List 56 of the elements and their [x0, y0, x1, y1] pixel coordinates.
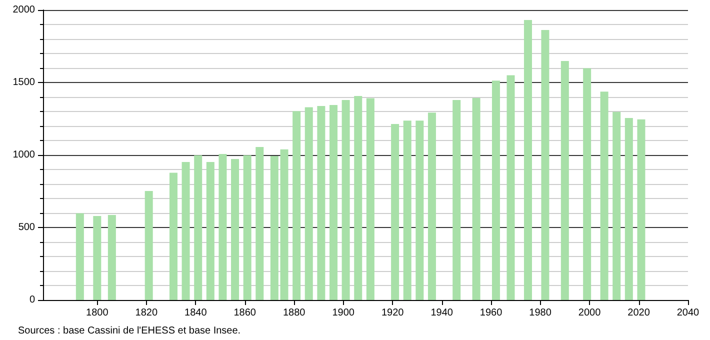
- bar: [403, 120, 412, 300]
- x-tick-label: 1920: [381, 308, 404, 318]
- bar: [206, 162, 214, 300]
- bar: [624, 118, 633, 300]
- bar: [108, 215, 116, 300]
- x-tick-label: 2000: [578, 308, 602, 318]
- bar: [317, 106, 326, 300]
- x-tick-label: 2040: [676, 308, 700, 318]
- bar: [472, 98, 480, 300]
- bar: [256, 147, 264, 300]
- y-tick-label: 2000: [12, 4, 36, 16]
- x-tick-label: 1840: [184, 308, 208, 318]
- bar: [452, 100, 461, 300]
- bar: [169, 172, 178, 300]
- bar: [428, 112, 436, 300]
- x-tick-label: 1800: [86, 308, 109, 318]
- bar: [93, 216, 102, 300]
- bar: [270, 156, 278, 300]
- bar: [560, 61, 569, 300]
- x-tick-label: 1820: [135, 308, 158, 318]
- bar: [637, 119, 646, 300]
- x-tick-label: 1900: [332, 308, 355, 318]
- bar: [506, 75, 515, 300]
- bar: [541, 30, 550, 300]
- bar: [329, 104, 338, 300]
- bar: [600, 92, 608, 300]
- x-tick-label: 1940: [430, 308, 454, 318]
- bar: [144, 190, 153, 300]
- bar: [391, 124, 400, 300]
- y-tick-label: 0: [29, 294, 36, 306]
- x-tick-label: 1880: [282, 308, 306, 318]
- bar: [524, 20, 532, 300]
- y-tick-label: 500: [18, 222, 36, 233]
- bar: [366, 98, 374, 300]
- x-tick-label: 1980: [529, 308, 552, 318]
- bar: [182, 162, 190, 300]
- bar: [76, 213, 84, 300]
- bar: [218, 154, 227, 300]
- bar: [342, 100, 350, 300]
- x-tick-label: 1860: [234, 308, 256, 318]
- bar: [492, 80, 500, 300]
- bar: [231, 159, 240, 300]
- bar: [304, 107, 313, 300]
- y-tick-label: 1500: [12, 77, 36, 88]
- bar: [612, 112, 621, 300]
- bar: [280, 149, 288, 300]
- bar: [292, 111, 301, 300]
- x-tick-label: 1960: [480, 308, 503, 318]
- bar: [583, 68, 592, 300]
- bar: [194, 155, 202, 300]
- bar: [354, 96, 362, 300]
- bar: [416, 120, 424, 300]
- y-tick-label: 1000: [12, 150, 36, 160]
- source-note: Sources : base Cassini de l'EHESS et base Insee.: [18, 326, 241, 336]
- bar: [243, 155, 252, 300]
- x-tick-label: 2020: [628, 308, 650, 318]
